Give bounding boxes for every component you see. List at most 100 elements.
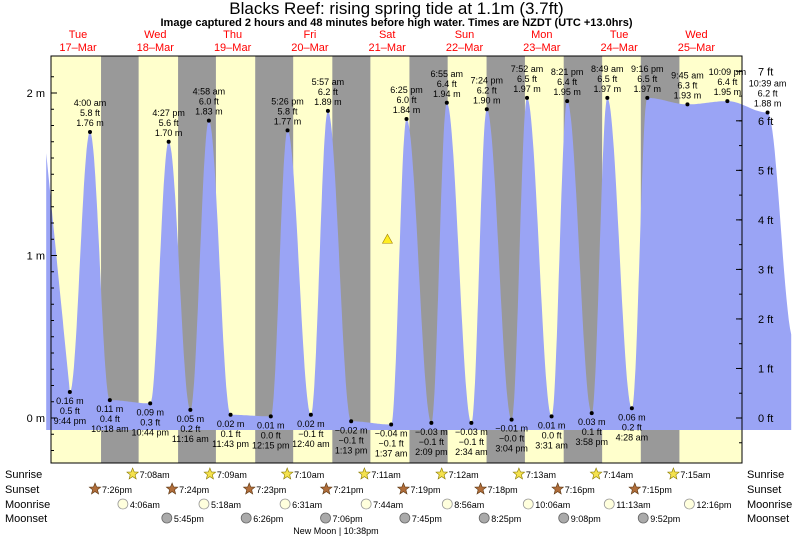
sunset-icon — [165, 482, 179, 495]
low-tide-m: 0.02 m — [297, 419, 325, 429]
low-tide-ft: 0.1 ft — [221, 429, 242, 439]
sunrise-time: 7:10am — [294, 470, 324, 480]
sunset-icon — [396, 482, 410, 495]
axes: 0 m 1 m 2 m 0 ft 1 ft 2 ft 3 ft 4 ft 5 ft 6 ft 7 f… — [27, 66, 773, 451]
low-tide-time: 1:37 am — [375, 449, 408, 459]
sunrise-icon — [589, 467, 603, 480]
sunrise-icon — [666, 467, 680, 480]
high-tide-m: 1.93 m — [674, 90, 702, 100]
moonset-time: 7:06pm — [333, 514, 363, 524]
low-tide-ft: 0.1 ft — [582, 427, 603, 437]
right-tick-label: 3 ft — [758, 264, 773, 276]
sunrise-icon — [512, 467, 526, 480]
current-tide-marker — [381, 233, 393, 244]
high-tide-time: 5:57 am — [312, 77, 345, 87]
low-tide-ft: −0.1 ft — [298, 429, 324, 439]
sunrise-time: 7:11am — [371, 470, 400, 480]
sunrise-time: 7:13am — [526, 470, 556, 480]
low-tide-time: 11:43 pm — [212, 439, 249, 449]
low-tide-point — [469, 420, 474, 425]
day-date: 25–Mar — [678, 42, 716, 54]
low-tide-time: 12:15 pm — [252, 440, 290, 450]
sunset-icon — [628, 482, 642, 495]
low-tide-point — [188, 407, 193, 412]
high-tide-ft: 6.4 ft — [717, 77, 738, 87]
moonrise-icon — [198, 498, 210, 510]
moonrise-time: 5:18am — [211, 500, 241, 510]
sunrise-time: 7:14am — [603, 470, 633, 480]
sunset-icon — [88, 482, 102, 495]
moonrise-time: 8:56am — [454, 500, 484, 510]
day-name: Thu — [223, 29, 242, 41]
high-tide-m: 1.77 m — [274, 116, 302, 126]
moonrise-row-label-right: Moonrise — [747, 499, 792, 511]
sunset-time: 7:21pm — [333, 485, 363, 495]
day-date: 23–Mar — [523, 42, 561, 54]
moonrise-icon — [279, 498, 291, 510]
sunrise-icon — [280, 467, 294, 480]
day-name: Wed — [144, 29, 166, 41]
high-tide-m: 1.97 m — [634, 84, 662, 94]
high-tide-time: 4:00 am — [74, 98, 107, 108]
day-name: Wed — [685, 29, 707, 41]
low-tide-time: 10:18 am — [91, 424, 129, 434]
low-tide-ft: −0.1 ft — [419, 437, 445, 447]
low-tide-m: −0.04 m — [375, 429, 408, 439]
moonset-icon — [558, 512, 570, 524]
low-tide-point — [629, 406, 634, 411]
day-name: Sun — [455, 29, 475, 41]
new-moon-label: New Moon | 10:38pm — [293, 526, 378, 536]
right-tick-label: 4 ft — [758, 215, 773, 227]
chart-subtitle: Image captured 2 hours and 48 minutes be… — [160, 17, 633, 29]
high-tide-m: 1.90 m — [473, 95, 501, 105]
low-tide-point — [549, 414, 554, 419]
low-tide-point — [228, 412, 233, 417]
sunrise-icon — [435, 467, 449, 480]
high-tide-ft: 6.2 ft — [477, 85, 498, 95]
low-tide-m: 0.03 m — [578, 417, 606, 427]
moonrise-time: 4:06am — [130, 500, 160, 510]
moonrise-icon — [603, 498, 615, 510]
sunset-icon — [474, 482, 488, 495]
high-tide-m: 1.88 m — [754, 99, 782, 109]
low-tide-time: 9:44 pm — [54, 416, 87, 426]
high-tide-ft: 6.5 ft — [637, 74, 658, 84]
sunrise-icon — [357, 467, 371, 480]
moonset-time: 5:45pm — [174, 514, 204, 524]
low-tide-ft: −0.1 ft — [459, 437, 485, 447]
high-tide-time: 6:25 pm — [390, 85, 423, 95]
high-tide-time: 4:27 pm — [152, 108, 185, 118]
left-tick-label: 1 m — [27, 251, 45, 263]
high-tide-point — [525, 95, 530, 100]
sunrise-icon — [126, 467, 140, 480]
day-name: Fri — [303, 29, 316, 41]
right-tick-label: 7 ft — [758, 66, 773, 78]
moonset-icon — [320, 512, 331, 524]
sunset-icon — [242, 482, 256, 495]
sunrise-time: 7:15am — [680, 470, 710, 480]
low-tide-point — [308, 412, 313, 417]
sunset-time: 7:19pm — [410, 485, 440, 495]
sunset-icon — [551, 482, 565, 495]
high-tide-point — [565, 99, 570, 104]
high-tide-point — [325, 108, 330, 113]
sunset-time: 7:16pm — [565, 485, 595, 495]
moonrise-icon — [441, 498, 453, 510]
high-tide-m: 1.97 m — [594, 84, 622, 94]
right-tick-label: 5 ft — [758, 165, 773, 177]
high-tide-m: 1.84 m — [393, 105, 421, 115]
low-tide-m: −0.03 m — [455, 427, 488, 437]
low-tide-ft: 0.0 ft — [542, 430, 563, 440]
high-tide-ft: 5.8 ft — [278, 106, 299, 116]
low-tide-m: 0.01 m — [538, 420, 566, 430]
high-tide-ft: 6.2 ft — [758, 89, 779, 99]
moonset-time: 9:52pm — [650, 514, 680, 524]
high-tide-point — [444, 100, 449, 105]
day-labels: Tue17–MarWed18–MarThu19–MarFri20–MarSat2… — [59, 29, 715, 54]
high-tide-ft: 6.0 ft — [199, 97, 220, 107]
moonrise-icon — [117, 498, 129, 510]
day-date: 22–Mar — [446, 42, 484, 54]
high-tide-point — [404, 117, 409, 121]
sunset-icon — [319, 482, 333, 495]
high-tide-time: 6:55 am — [431, 69, 464, 79]
